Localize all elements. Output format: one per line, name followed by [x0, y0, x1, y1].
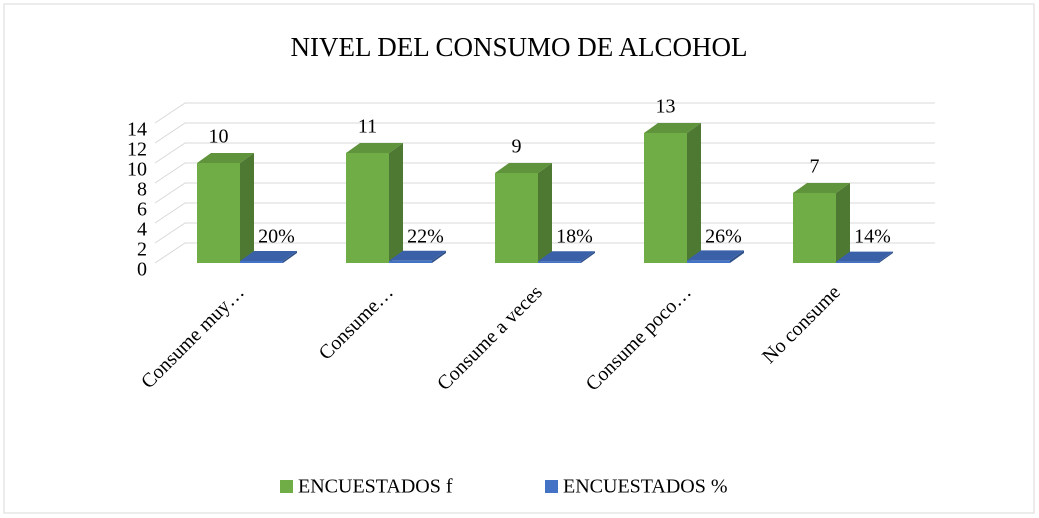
bar-face: [495, 163, 552, 173]
data-label: 10: [209, 126, 229, 148]
bar: [793, 183, 850, 263]
bar-face: [197, 163, 240, 263]
bar-face: [687, 250, 744, 261]
bar-face: [538, 163, 552, 263]
bar: [495, 163, 552, 263]
data-label: 9: [512, 136, 522, 158]
bar-face: [687, 123, 701, 263]
bar: [346, 143, 403, 263]
legend-swatch: [280, 480, 293, 493]
legend-swatch: [545, 480, 558, 493]
data-label: 14%: [854, 226, 891, 248]
y-tick-label: 4: [137, 219, 147, 241]
y-tick-label: 10: [127, 159, 147, 181]
bar-face: [538, 251, 595, 262]
bar-face: [687, 260, 730, 263]
bar-face: [793, 183, 850, 193]
grid-line: [154, 102, 935, 124]
bar-face: [346, 153, 389, 263]
data-label: 13: [656, 96, 676, 118]
chart-title: NIVEL DEL CONSUMO DE ALCOHOL: [291, 32, 748, 62]
legend-label: ENCUESTADOS %: [563, 476, 728, 498]
bar-face: [730, 250, 744, 263]
y-tick-label: 6: [137, 199, 147, 221]
bar: [836, 251, 893, 263]
legend-label: ENCUESTADOS f: [298, 476, 453, 498]
data-label: 18%: [556, 226, 593, 248]
data-label: 26%: [705, 226, 742, 248]
bar-face: [389, 260, 432, 263]
bar-face: [283, 251, 297, 263]
bar: [644, 123, 701, 263]
bar: [538, 251, 595, 263]
data-label: 7: [810, 156, 820, 178]
bar-face: [836, 183, 850, 263]
data-label: 11: [358, 116, 377, 138]
bar: [389, 250, 446, 263]
y-tick-label: 12: [127, 139, 147, 161]
bar-face: [432, 250, 446, 263]
bar-face: [836, 261, 879, 263]
y-tick-label: 0: [137, 259, 147, 281]
bar: [687, 250, 744, 263]
bar-face: [644, 123, 701, 133]
data-label: 20%: [258, 226, 295, 248]
bar: [240, 251, 297, 263]
bar-face: [793, 193, 836, 263]
y-tick-label: 8: [137, 179, 147, 201]
bar-face: [240, 153, 254, 263]
bar-face: [197, 153, 254, 163]
y-tick-label: 14: [127, 119, 147, 141]
bar-face: [538, 261, 581, 263]
bar: [197, 153, 254, 263]
bar-face: [346, 143, 403, 153]
bar-face: [581, 251, 595, 263]
bar-face: [836, 251, 893, 262]
bar-face: [240, 261, 283, 263]
y-tick-label: 2: [137, 239, 147, 261]
data-label: 22%: [407, 226, 444, 248]
bar-face: [644, 133, 687, 263]
bar-face: [879, 251, 893, 263]
bar-face: [495, 173, 538, 263]
bar-face: [389, 250, 446, 261]
bar-face: [389, 143, 403, 263]
bar-face: [240, 251, 297, 261]
